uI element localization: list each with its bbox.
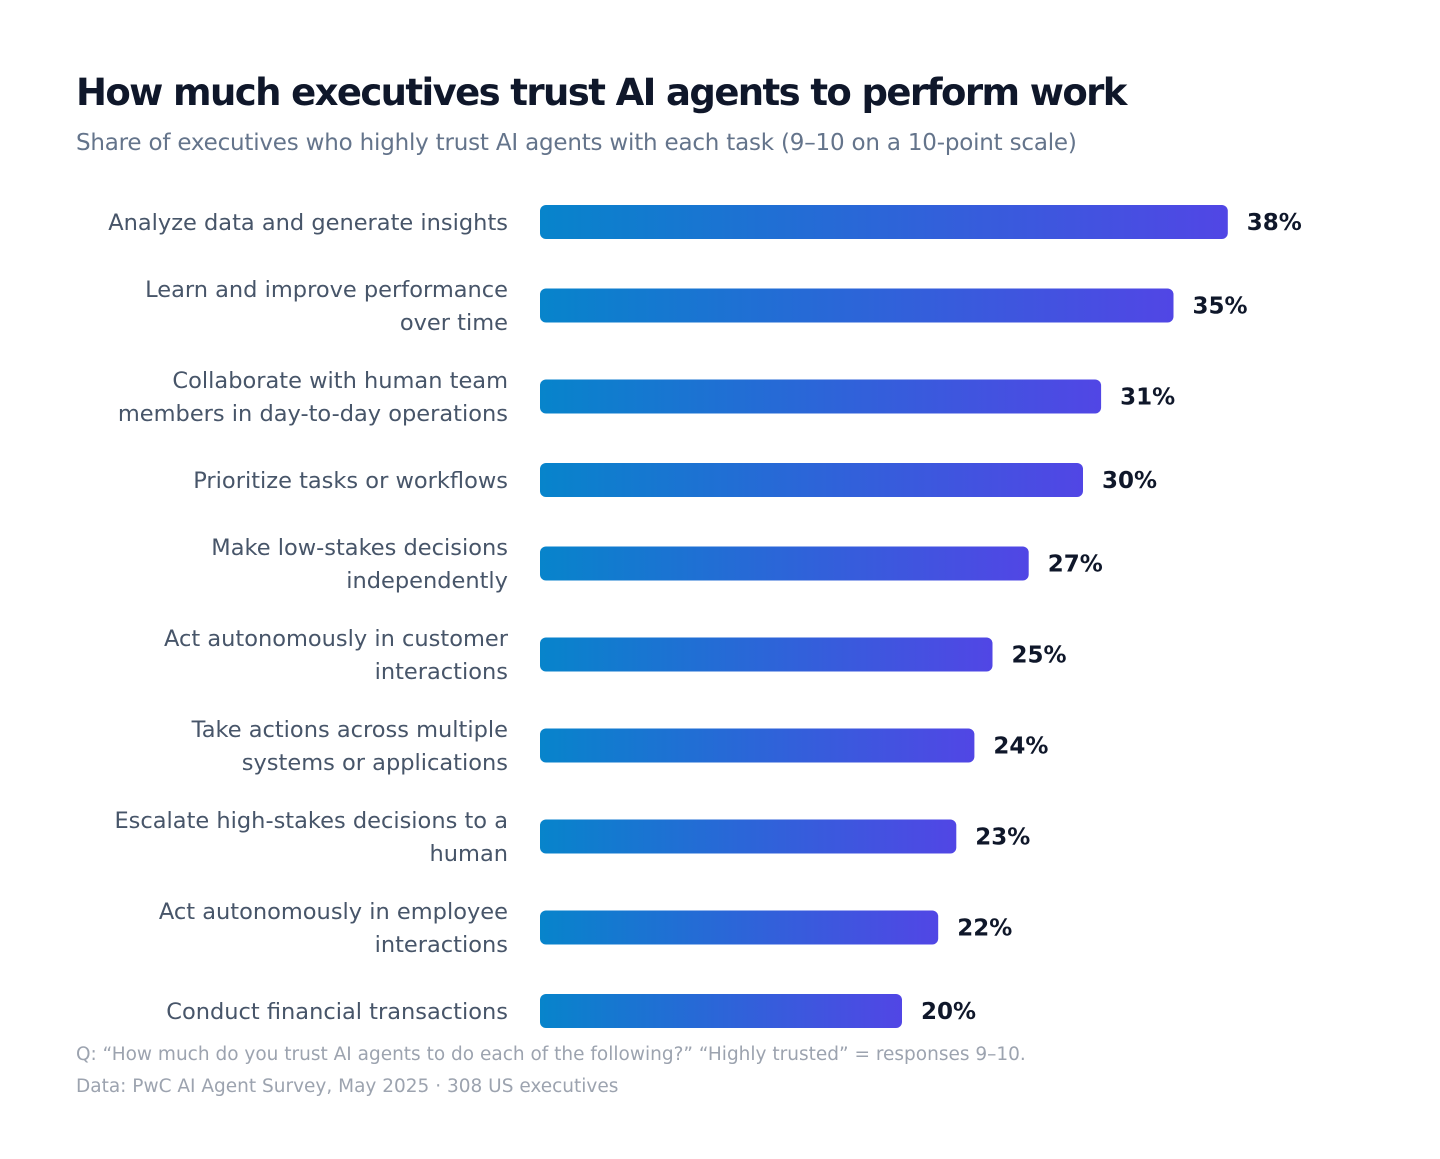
category-label: Make low-stakes decisions independently [211,535,508,594]
category-label-line: systems or applications [242,750,508,776]
category-label-line: Act autonomously in customer [164,626,509,652]
category-label: Escalate high-stakes decisions to a human [114,808,508,867]
category-label: Conduct financial transactions [166,999,508,1025]
value-label: 20% [921,999,976,1025]
category-label: Collaborate with human team members in da… [118,368,508,427]
bar [540,910,939,945]
chart-title: How much executives trust AI agents to p… [76,71,1127,114]
data-source-note: Data: PwC AI Agent Survey, May 2025 · 30… [76,1076,619,1097]
value-label: 35% [1193,294,1248,320]
bar [540,379,1102,414]
bar-row: Act autonomously in customer interactions… [164,626,1067,685]
value-label: 30% [1102,468,1157,494]
value-label: 24% [993,734,1048,760]
category-label-line: Escalate high-stakes decisions to a [114,808,508,834]
bar [540,546,1029,581]
category-label-line: Prioritize tasks or workflows [193,468,508,494]
category-label: Prioritize tasks or workflows [193,468,508,494]
category-label-line: Make low-stakes decisions [211,535,508,561]
category-label-line: members in day-to-day operations [118,401,508,427]
category-label-line: over time [400,310,508,336]
survey-question-note: Q: “How much do you trust AI agents to d… [76,1044,1026,1065]
bar [540,637,993,672]
bar [540,205,1228,239]
category-label-line: Conduct financial transactions [166,999,508,1025]
category-label-line: human [430,841,509,867]
bar-row: Learn and improve performance over time 35… [145,277,1247,336]
value-label: 25% [1012,643,1067,669]
value-label: 27% [1048,552,1103,578]
category-label-line: Collaborate with human team [172,368,508,394]
bars-layer: Analyze data and generate insights 38% Lea… [108,205,1302,1028]
bar [540,994,902,1028]
category-label-line: interactions [375,932,508,958]
chart-subtitle: Share of executives who highly trust AI … [76,130,1077,156]
value-label: 31% [1120,385,1175,411]
category-label-line: Analyze data and generate insights [108,210,508,236]
bar-row: Make low-stakes decisions independently 27… [211,535,1102,594]
bar-row: Prioritize tasks or workflows 30% [193,463,1157,497]
category-label-line: Learn and improve performance [145,277,508,303]
category-label: Act autonomously in customer interactions [164,626,509,685]
bar [540,288,1174,323]
bar-row: Take actions across multiple systems or a… [191,717,1049,776]
bar [540,819,957,854]
category-label: Act autonomously in employee interactions [159,899,508,958]
category-label-line: interactions [375,659,508,685]
bar-row: Escalate high-stakes decisions to a human… [114,808,1030,867]
category-label-line: independently [346,568,508,594]
value-label: 22% [957,916,1012,942]
bar-row: Analyze data and generate insights 38% [108,205,1302,239]
bar-row: Collaborate with human team members in da… [118,368,1175,427]
category-label-line: Act autonomously in employee [159,899,508,925]
bar-row: Act autonomously in employee interactions… [159,899,1012,958]
bar [540,463,1083,497]
category-label: Learn and improve performance over time [145,277,508,336]
category-label-line: Take actions across multiple [191,717,508,743]
bar-row: Conduct financial transactions 20% [166,994,976,1028]
bar [540,728,975,763]
category-label: Analyze data and generate insights [108,210,508,236]
value-label: 23% [975,825,1030,851]
value-label: 38% [1247,210,1302,236]
category-label: Take actions across multiple systems or a… [191,717,508,776]
